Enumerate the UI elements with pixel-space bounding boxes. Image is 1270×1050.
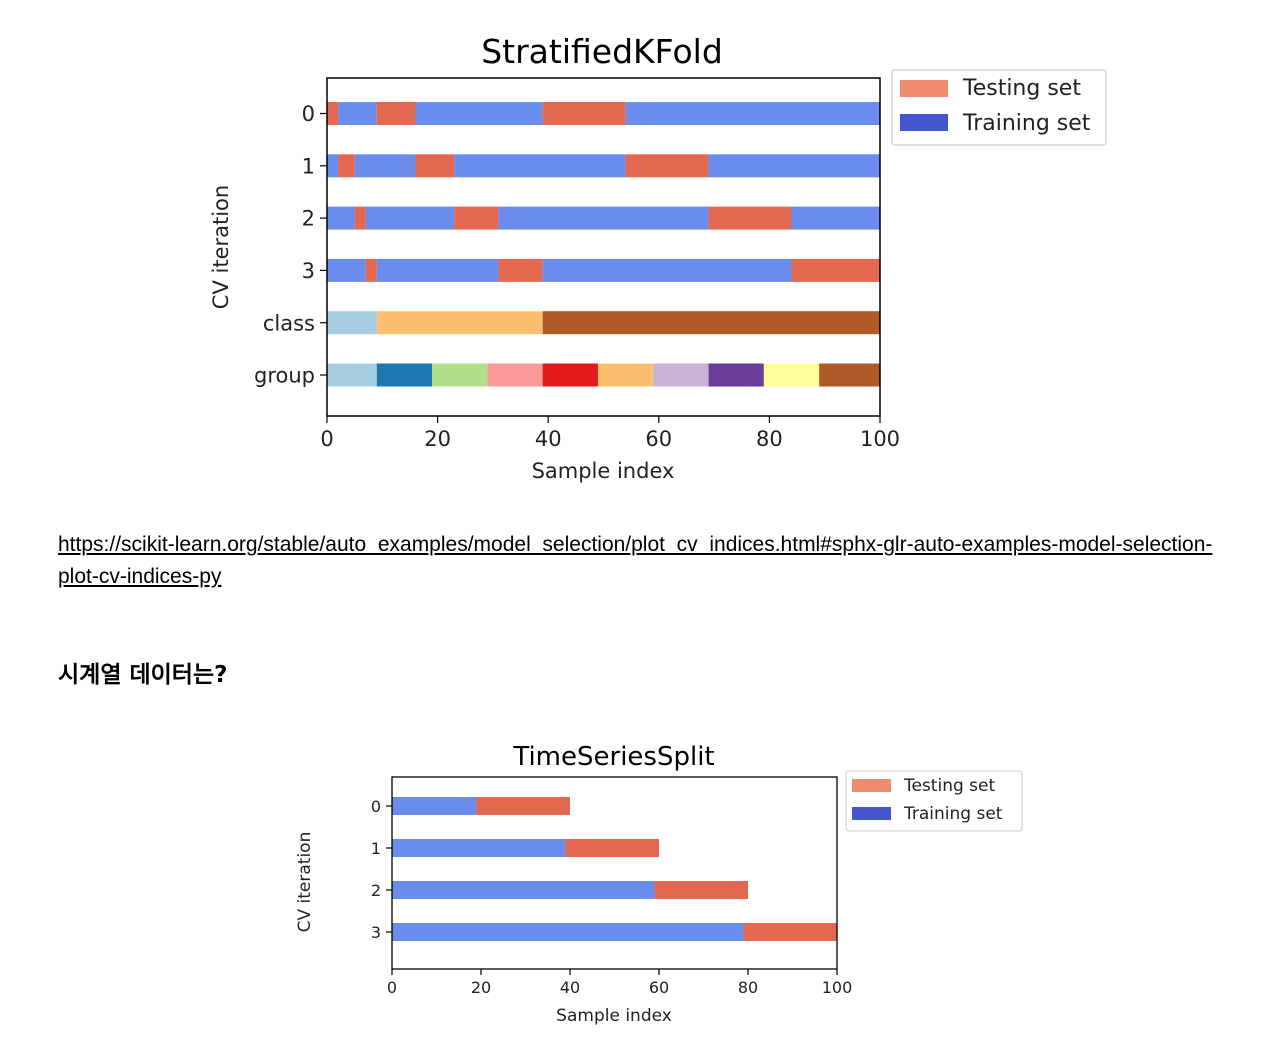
y-tick-label: 3 — [371, 923, 381, 942]
y-axis-label: CV iteration — [209, 185, 233, 309]
testing-segment — [708, 206, 792, 230]
x-tick-label: 60 — [649, 978, 669, 997]
training-segment — [327, 154, 339, 178]
stratified-kfold-chart: StratifiedKFold 0 1 2 3 class group 0 20 40 60 80 1… — [209, 32, 1107, 483]
class-segment — [542, 311, 880, 335]
section-heading: 시계열 데이터는? — [58, 662, 228, 688]
x-axis-label: Sample index — [556, 1006, 672, 1026]
source-link[interactable]: https://scikit-learn.org/stable/auto_exa… — [58, 533, 1213, 588]
group-segment — [327, 363, 377, 387]
y-tick-label: class — [263, 311, 315, 335]
y-tick-label: 1 — [302, 154, 315, 178]
axes-layer: 0 1 2 3 0 20 40 60 80 100 — [371, 797, 852, 997]
legend-label-training: Training set — [903, 804, 1003, 824]
training-segment — [327, 258, 366, 282]
training-segment — [392, 881, 655, 899]
legend-label-testing: Testing set — [962, 76, 1081, 101]
x-tick-label: 20 — [471, 978, 491, 997]
training-segment — [498, 206, 709, 230]
training-segment — [327, 206, 355, 230]
y-tick-label: 1 — [371, 839, 381, 858]
training-segment — [338, 102, 377, 125]
training-segment — [354, 154, 416, 178]
group-segment — [432, 363, 488, 387]
x-tick-label: 0 — [387, 978, 397, 997]
training-segment — [454, 154, 626, 178]
legend-label-testing: Testing set — [903, 776, 995, 796]
testing-segment — [542, 102, 626, 125]
training-segment — [392, 797, 477, 815]
time-series-split-chart: TimeSeriesSplit 0 1 2 3 0 20 40 60 80 100 Sample … — [295, 742, 1023, 1026]
x-tick-label: 20 — [424, 427, 451, 451]
chart-title: TimeSeriesSplit — [512, 742, 714, 772]
testing-segment — [415, 154, 455, 178]
bars-layer — [392, 797, 837, 941]
y-tick-label: 0 — [371, 797, 381, 816]
testing-segment — [476, 797, 570, 815]
training-segment — [365, 206, 455, 230]
legend: Testing set Training set — [891, 69, 1107, 146]
testing-segment — [376, 102, 416, 125]
testing-segment — [791, 258, 880, 282]
x-axis-label: Sample index — [532, 459, 675, 483]
testing-segment — [565, 839, 659, 857]
group-segment — [597, 363, 654, 387]
training-segment — [415, 102, 543, 125]
training-segment — [376, 258, 499, 282]
axes-layer: 0 1 2 3 class group 0 20 40 60 80 100 — [254, 102, 900, 451]
training-segment — [542, 258, 792, 282]
testing-segment — [654, 881, 748, 899]
y-tick-label: 2 — [302, 207, 315, 231]
training-segment — [708, 154, 880, 178]
testing-segment — [625, 154, 709, 178]
testing-segment — [338, 154, 355, 178]
training-segment — [392, 839, 566, 857]
testing-segment — [354, 206, 366, 230]
training-segment — [791, 206, 880, 230]
training-segment — [392, 923, 744, 941]
source-link-block: https://scikit-learn.org/stable/auto_exa… — [58, 529, 1238, 593]
y-tick-label: 2 — [371, 881, 381, 900]
legend: Testing set Training set — [845, 770, 1023, 832]
group-segment — [819, 363, 880, 387]
legend-swatch-training — [852, 807, 891, 820]
group-segment — [376, 363, 433, 387]
chart-title: StratifiedKFold — [481, 32, 723, 71]
legend-swatch-testing — [852, 779, 891, 792]
testing-segment — [743, 923, 837, 941]
x-tick-label: 40 — [535, 427, 562, 451]
training-segment — [625, 102, 880, 125]
group-segment — [708, 363, 764, 387]
class-segment — [327, 311, 377, 335]
testing-segment — [365, 258, 377, 282]
x-tick-label: 80 — [756, 427, 783, 451]
y-axis-label: CV iteration — [295, 832, 315, 933]
legend-swatch-training — [900, 114, 948, 131]
group-segment — [487, 363, 543, 387]
group-segment — [542, 363, 598, 387]
x-tick-label: 100 — [822, 978, 853, 997]
x-tick-label: 0 — [320, 427, 333, 451]
x-tick-label: 100 — [860, 427, 900, 451]
testing-segment — [498, 258, 543, 282]
bars-layer — [327, 102, 880, 387]
testing-segment — [327, 102, 339, 125]
plot-frame — [391, 776, 838, 970]
group-segment — [653, 363, 709, 387]
legend-label-training: Training set — [962, 111, 1091, 136]
plot-frame — [326, 77, 881, 417]
class-segment — [376, 311, 543, 335]
x-tick-label: 80 — [738, 978, 758, 997]
testing-segment — [454, 206, 499, 230]
group-segment — [763, 363, 820, 387]
y-tick-label: group — [254, 364, 315, 388]
x-tick-label: 40 — [560, 978, 580, 997]
y-tick-label: 0 — [302, 102, 315, 126]
legend-swatch-testing — [900, 80, 948, 97]
x-tick-label: 60 — [645, 427, 672, 451]
y-tick-label: 3 — [302, 259, 315, 283]
